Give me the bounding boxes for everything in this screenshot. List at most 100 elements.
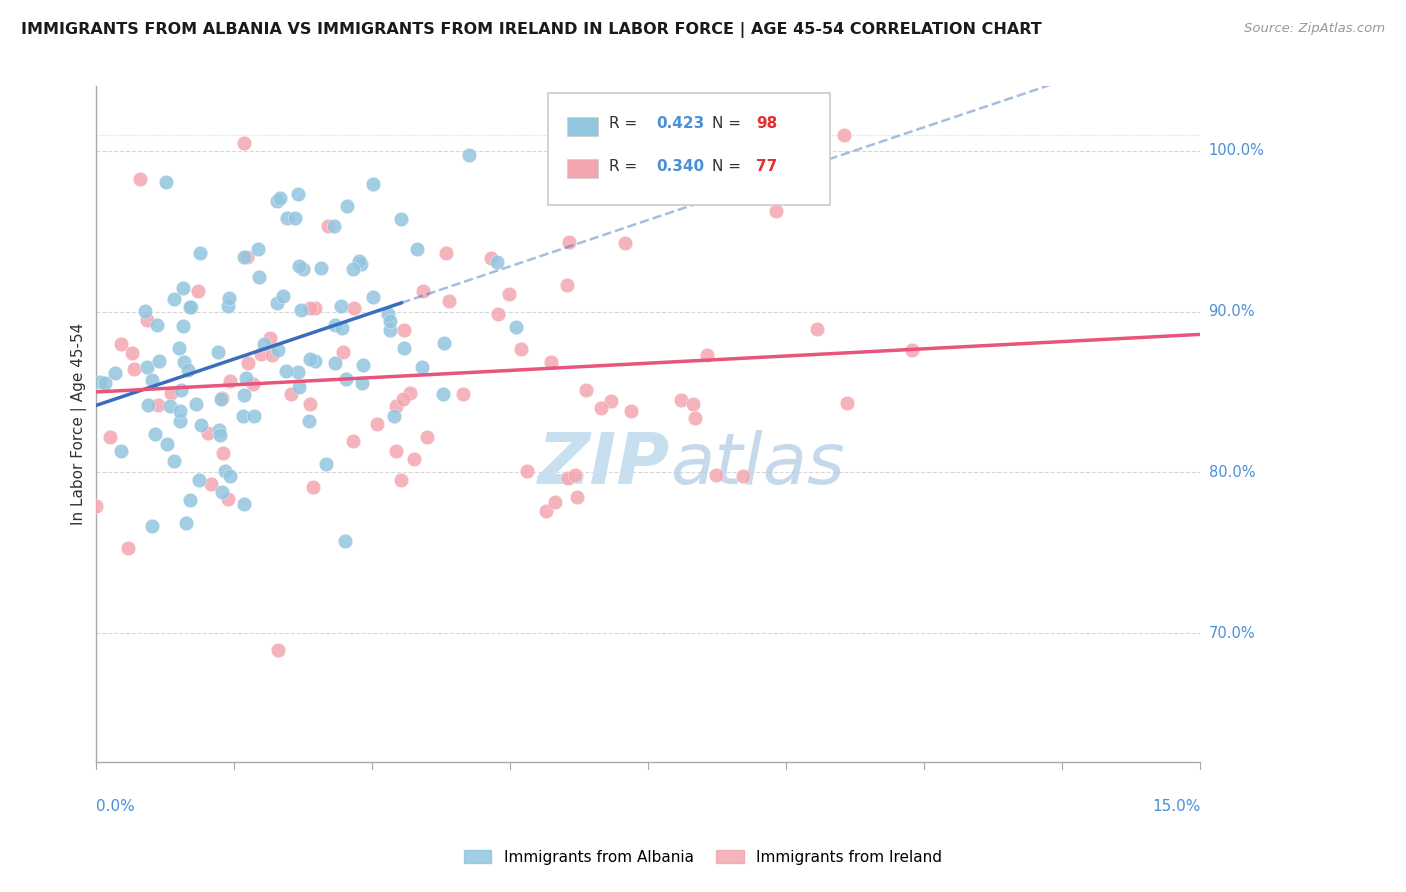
Point [173, 355, 195, 369]
Point [304, 354, 326, 368]
Point [384, 444, 406, 458]
Point [86, 500, 108, 514]
Point [209, 392, 232, 406]
Point [298, 415, 321, 429]
Point [287, 380, 309, 394]
Text: 0.0%: 0.0% [96, 799, 135, 814]
Legend: Immigrants from Albania, Immigrants from Ireland: Immigrants from Albania, Immigrants from… [458, 844, 948, 871]
Point [392, 341, 415, 355]
Text: atlas: atlas [671, 430, 845, 500]
Point [135, 359, 157, 374]
Point [335, 372, 357, 386]
Point [169, 414, 191, 428]
Point [163, 454, 186, 468]
Point [136, 398, 159, 412]
Point [188, 246, 211, 260]
Point [180, 300, 202, 314]
Point [219, 468, 242, 483]
Point [486, 307, 509, 321]
Point [267, 643, 290, 657]
Point [349, 253, 371, 268]
Text: 15.0%: 15.0% [1152, 799, 1201, 814]
Point [233, 388, 256, 402]
Point [682, 397, 704, 411]
Point [172, 281, 194, 295]
Point [323, 318, 346, 333]
Point [148, 398, 170, 412]
Point [505, 319, 527, 334]
Point [318, 219, 340, 233]
Point [117, 541, 139, 555]
Point [378, 323, 401, 337]
Point [247, 269, 270, 284]
Point [207, 345, 229, 359]
Point [565, 491, 588, 505]
Point [540, 355, 562, 369]
Text: ZIP: ZIP [537, 430, 671, 500]
Point [146, 318, 169, 332]
Text: N =: N = [711, 159, 745, 174]
Point [259, 331, 281, 345]
Point [832, 128, 855, 143]
FancyBboxPatch shape [548, 93, 830, 204]
Point [267, 343, 290, 358]
Point [98, 429, 121, 443]
Point [232, 251, 254, 265]
Text: 100.0%: 100.0% [1209, 144, 1264, 158]
Point [332, 345, 354, 359]
Point [143, 427, 166, 442]
Point [235, 250, 257, 264]
Point [299, 397, 322, 411]
Point [291, 262, 314, 277]
Point [163, 292, 186, 306]
Point [218, 291, 240, 305]
Point [315, 457, 337, 471]
Text: R =: R = [609, 116, 643, 131]
Point [342, 434, 364, 449]
Point [806, 321, 828, 335]
Point [197, 426, 219, 441]
Point [309, 260, 332, 275]
Point [479, 251, 502, 265]
Point [187, 284, 209, 298]
Text: 80.0%: 80.0% [1209, 465, 1256, 480]
Point [287, 187, 309, 202]
Point [323, 356, 346, 370]
Point [134, 304, 156, 318]
Point [104, 366, 127, 380]
Point [276, 211, 298, 226]
Point [434, 245, 457, 260]
Point [211, 391, 233, 405]
Point [406, 242, 429, 256]
Point [399, 386, 422, 401]
Point [366, 417, 388, 431]
Point [457, 148, 479, 162]
Point [416, 429, 439, 443]
Point [141, 518, 163, 533]
Point [510, 342, 533, 356]
Point [177, 363, 200, 377]
Point [437, 294, 460, 309]
Text: IMMIGRANTS FROM ALBANIA VS IMMIGRANTS FROM IRELAND IN LABOR FORCE | AGE 45-54 CO: IMMIGRANTS FROM ALBANIA VS IMMIGRANTS FR… [21, 22, 1042, 38]
Point [901, 343, 924, 357]
Point [558, 235, 581, 250]
Point [266, 296, 288, 310]
Point [704, 468, 727, 483]
Point [232, 409, 254, 424]
Point [669, 393, 692, 408]
Point [290, 302, 312, 317]
Point [110, 444, 132, 458]
Point [170, 383, 193, 397]
Point [342, 262, 364, 277]
Point [330, 321, 353, 335]
Point [169, 404, 191, 418]
Point [287, 365, 309, 379]
Point [411, 360, 433, 375]
Point [190, 417, 212, 432]
Point [534, 504, 557, 518]
Point [394, 323, 416, 337]
Point [323, 219, 346, 234]
Point [249, 346, 271, 360]
Text: 90.0%: 90.0% [1209, 304, 1256, 319]
Point [557, 277, 579, 292]
